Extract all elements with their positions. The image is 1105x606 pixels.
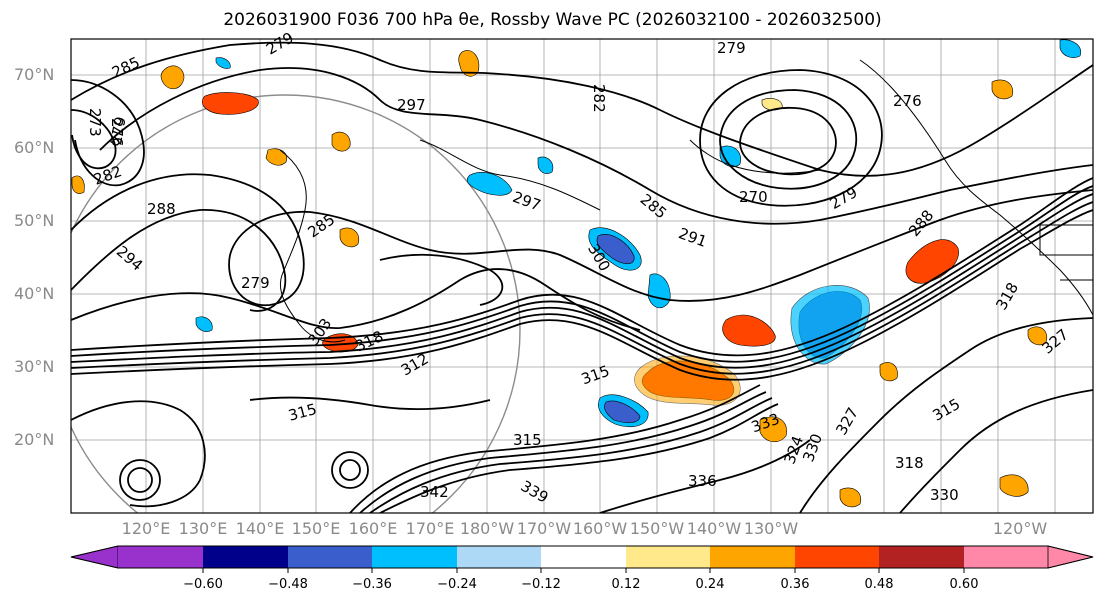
lon-label: 160°W	[572, 519, 628, 538]
positive-anomaly	[999, 474, 1029, 497]
lon-label: 170°W	[516, 519, 572, 538]
figure-title: 2026031900 F036 700 hPa θe, Rossby Wave …	[223, 10, 882, 30]
positive-anomaly	[759, 416, 787, 443]
colorbar-segment	[288, 546, 372, 568]
lat-label: 40°N	[14, 284, 55, 303]
colorbar-segment	[879, 546, 964, 568]
colorbar-segment	[541, 546, 626, 568]
contour-label: 276	[893, 92, 922, 110]
lon-label: 160°E	[348, 519, 398, 538]
colorbar-segment	[710, 546, 795, 568]
lon-label: 150°W	[629, 519, 685, 538]
lat-label: 20°N	[14, 430, 55, 449]
positive-anomaly	[331, 131, 351, 152]
colorbar-tick-label: 0.12	[611, 577, 641, 592]
contour-label: 279	[241, 274, 270, 292]
negative-anomaly	[466, 172, 513, 196]
positive-anomaly	[160, 65, 185, 90]
colorbar-tick-label: 0.24	[695, 577, 725, 592]
colorbar-segment	[964, 546, 1048, 568]
contour-label: 276	[108, 118, 126, 147]
negative-anomaly	[195, 316, 213, 332]
lon-label: 140°E	[235, 519, 285, 538]
lat-label: 30°N	[14, 357, 55, 376]
colorbar	[70, 545, 1094, 573]
colorbar-segment	[203, 546, 288, 568]
lon-label: 120°W	[992, 519, 1048, 538]
contour-label: 279	[107, 115, 130, 146]
positive-anomaly	[839, 487, 862, 508]
lon-label: 170°E	[405, 519, 455, 538]
colorbar-tick-label: −0.24	[437, 577, 477, 592]
negative-anomaly	[215, 57, 231, 69]
lon-label: 130°W	[743, 519, 799, 538]
colorbar-tick-label: −0.36	[352, 577, 392, 592]
positive-anomaly	[1027, 326, 1048, 346]
graticule	[71, 39, 1093, 513]
colorbar-tick-label: 0.48	[864, 577, 894, 592]
contour-label: 288	[147, 200, 176, 218]
negative-anomaly-outer	[790, 285, 870, 365]
lat-label: 50°N	[14, 211, 55, 230]
lon-label: 150°E	[291, 519, 341, 538]
positive-anomaly	[991, 79, 1014, 100]
colorbar-tick-label: −0.48	[268, 577, 308, 592]
contour-label: 330	[930, 486, 959, 504]
colorbar-outline	[70, 545, 1094, 569]
contour-label: 336	[688, 472, 717, 490]
positive-anomaly	[339, 227, 360, 248]
contour-label: 297	[397, 96, 426, 114]
lat-label: 60°N	[14, 138, 55, 157]
positive-anomaly	[722, 314, 776, 347]
negative-anomaly	[537, 156, 554, 174]
colorbar-segment	[795, 546, 879, 568]
contour-label: 282	[590, 84, 608, 113]
coastlines	[279, 59, 1093, 343]
contour-label: 318	[895, 454, 924, 472]
colorbar-tick-label: 0.36	[780, 577, 810, 592]
lon-label: 140°W	[686, 519, 742, 538]
lat-label: 70°N	[14, 65, 55, 84]
positive-anomaly	[71, 175, 85, 194]
colorbar-extend-high	[1047, 545, 1094, 569]
lon-label: 180°W	[459, 519, 515, 538]
colorbar-segment	[457, 546, 541, 568]
contour-label: 273	[86, 108, 104, 137]
colorbar-tick-label: 0.60	[949, 577, 979, 592]
region-circle	[71, 94, 521, 513]
positive-anomaly	[879, 362, 898, 382]
colorbar-tick-label: −0.60	[183, 577, 223, 592]
negative-anomaly	[604, 400, 641, 423]
negative-anomaly	[719, 145, 741, 168]
lon-label: 130°E	[178, 519, 228, 538]
map-frame	[70, 38, 1094, 514]
colorbar-tick-label: −0.12	[521, 577, 561, 592]
positive-anomaly	[265, 148, 288, 166]
lon-label: 120°E	[121, 519, 171, 538]
negative-anomaly	[596, 234, 635, 265]
colorbar-segment	[118, 546, 203, 568]
contour-label: 342	[420, 483, 449, 501]
colorbar-segment	[372, 546, 457, 568]
negative-anomaly	[1059, 39, 1082, 58]
colorbar-segment	[626, 546, 710, 568]
contour-label: 270	[739, 188, 768, 206]
positive-anomaly	[458, 50, 480, 77]
colorbar-extend-low	[70, 545, 119, 569]
theta-e-contours	[71, 41, 1093, 513]
contour-label: 315	[513, 431, 542, 449]
contour-label: 279	[717, 39, 746, 57]
positive-anomaly	[201, 92, 259, 115]
